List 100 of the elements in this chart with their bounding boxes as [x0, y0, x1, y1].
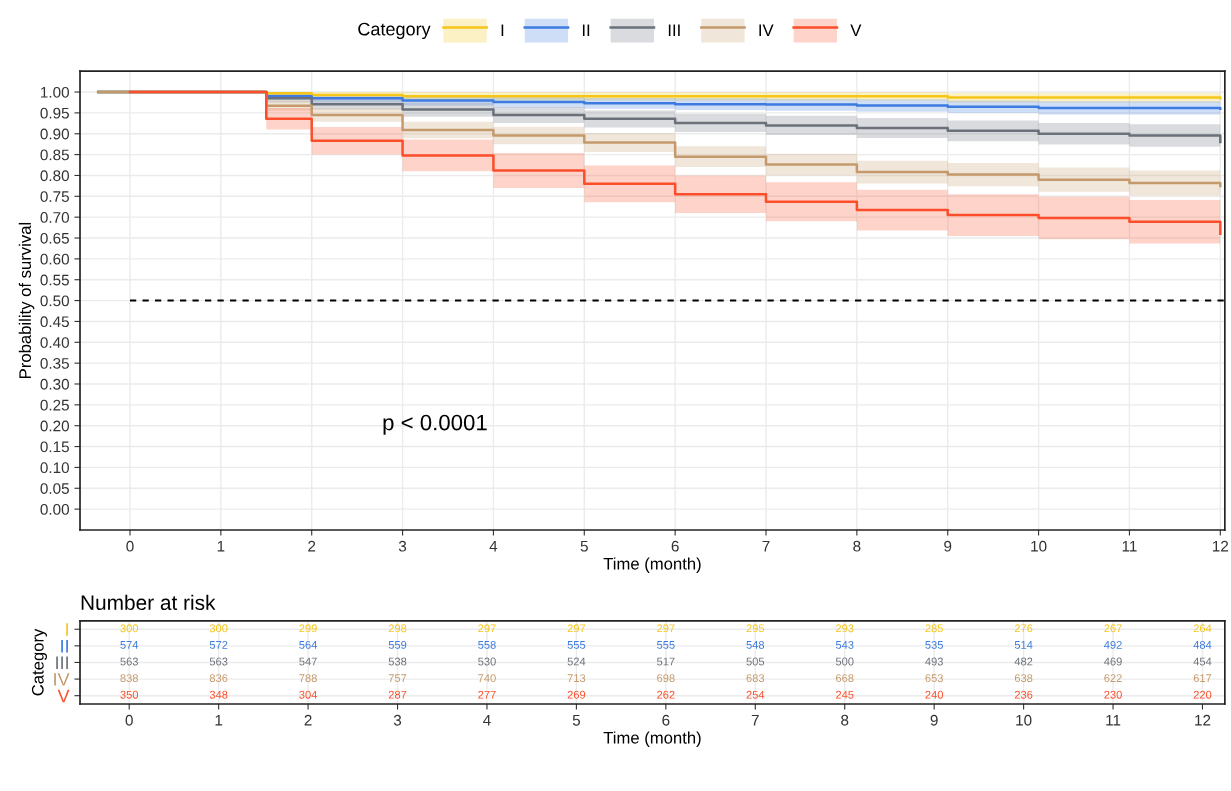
y-tick-label: 0.35 — [40, 358, 69, 369]
data-label: 836 — [209, 674, 228, 683]
data-label: 240 — [925, 690, 943, 699]
data-label: 505 — [746, 657, 765, 666]
y-tick-label: 0.30 — [40, 378, 69, 390]
y-tick-label: 0.15 — [40, 441, 69, 453]
data-label: 297 — [567, 624, 586, 633]
x-tick-label: 12 — [1195, 714, 1211, 726]
data-label: 492 — [1104, 640, 1122, 649]
y-tick-label: 0.55 — [40, 274, 69, 286]
data-label: 740 — [478, 674, 496, 683]
y-tick-label: 0.70 — [40, 212, 69, 223]
y-tick-label: 0.40 — [40, 337, 69, 348]
data-label: 493 — [925, 657, 943, 666]
data-label: 285 — [925, 624, 943, 633]
data-label: 683 — [746, 674, 765, 683]
data-label: 454 — [1193, 657, 1212, 666]
data-label: 484 — [1193, 640, 1212, 649]
data-label: 236 — [1014, 690, 1033, 699]
data-label: 713 — [567, 674, 586, 683]
y-axis-title: Probability of survival — [18, 222, 35, 378]
y-tick-label: 0.10 — [40, 462, 69, 474]
y-tick-label: V — [57, 689, 70, 703]
data-label: 698 — [657, 674, 675, 683]
x-tick-label: 7 — [751, 714, 759, 726]
data-label: 555 — [567, 641, 586, 649]
data-label: 559 — [388, 640, 407, 649]
legend-label: IV — [759, 24, 774, 37]
data-label: 293 — [836, 624, 854, 633]
data-label: 548 — [746, 640, 765, 649]
data-label: 617 — [1193, 674, 1212, 683]
x-tick-label: 12 — [1212, 540, 1229, 552]
y-tick-label: 0.20 — [40, 420, 69, 432]
y-tick-label: 0.45 — [40, 316, 69, 328]
data-label: 254 — [746, 690, 765, 699]
legend-label: III — [668, 24, 680, 37]
x-tick-label: 11 — [1122, 540, 1137, 552]
data-label: 538 — [388, 657, 407, 666]
x-tick-label: 10 — [1016, 714, 1032, 726]
data-label: 574 — [120, 641, 139, 649]
data-label: 276 — [1014, 624, 1033, 633]
x-tick-label: 2 — [304, 714, 312, 726]
x-tick-label: 10 — [1031, 540, 1047, 552]
y-tick-label: 0.60 — [40, 253, 69, 265]
x-tick-label: 2 — [308, 540, 316, 552]
data-label: 299 — [299, 624, 317, 633]
data-label: 558 — [478, 640, 496, 649]
x-tick-label: 4 — [483, 714, 491, 726]
data-label: 500 — [835, 657, 854, 666]
data-label: 482 — [1014, 657, 1033, 666]
y-tick-label: II — [61, 639, 68, 653]
data-label: 757 — [388, 674, 407, 683]
x-tick-label: 11 — [1106, 714, 1121, 726]
x-tick-label: 6 — [662, 714, 670, 726]
data-label: 350 — [120, 690, 139, 699]
data-label: 297 — [657, 624, 675, 633]
data-label: 230 — [1104, 690, 1122, 699]
y-tick-label: 0.80 — [40, 170, 69, 182]
x-axis-title: Time (month) — [603, 557, 701, 573]
legend-label: II — [582, 24, 590, 37]
data-label: 297 — [478, 624, 496, 633]
data-label: 469 — [1104, 657, 1122, 666]
data-label: 348 — [209, 690, 228, 699]
data-label: 572 — [209, 640, 228, 649]
x-tick-label: 0 — [125, 714, 133, 726]
x-tick-label: 8 — [841, 714, 849, 726]
data-label: 543 — [835, 640, 854, 649]
y-tick-label: 0.05 — [40, 483, 69, 494]
y-tick-label: 0.95 — [40, 107, 69, 119]
data-label: 267 — [1104, 624, 1122, 633]
y-tick-label: 0.85 — [40, 149, 69, 161]
data-label: 298 — [388, 624, 407, 633]
data-label: 300 — [120, 624, 139, 633]
data-label: 295 — [746, 624, 765, 633]
x-tick-label: 8 — [853, 540, 861, 552]
x-tick-label: 4 — [489, 540, 498, 552]
x-tick-label: 1 — [215, 714, 223, 726]
y-tick-label: I — [66, 623, 68, 636]
y-tick-label: 0.65 — [40, 232, 69, 244]
data-label: 300 — [209, 624, 228, 633]
y-tick-label: 0.75 — [40, 191, 69, 202]
legend-label: V — [850, 24, 862, 37]
y-tick-label: IV — [54, 673, 70, 686]
data-label: 563 — [120, 657, 138, 666]
y-tick-label: III — [56, 656, 68, 669]
x-tick-label: 9 — [930, 714, 938, 726]
data-label: 220 — [1193, 690, 1212, 699]
x-tick-label: 5 — [572, 714, 581, 726]
data-label: 517 — [657, 657, 675, 666]
data-label: 535 — [925, 640, 943, 649]
y-tick-label: 0.90 — [40, 128, 69, 140]
data-label: 622 — [1104, 674, 1122, 683]
x-tick-label: 9 — [944, 540, 952, 552]
annotation: p < 0.0001 — [383, 414, 487, 435]
data-label: 668 — [836, 674, 854, 683]
chart-title: Number at risk — [81, 594, 216, 611]
x-tick-label: 3 — [398, 540, 407, 552]
y-tick-label: 0.25 — [40, 399, 69, 411]
data-label: 269 — [567, 690, 586, 699]
y-axis-title: Category — [31, 628, 47, 696]
